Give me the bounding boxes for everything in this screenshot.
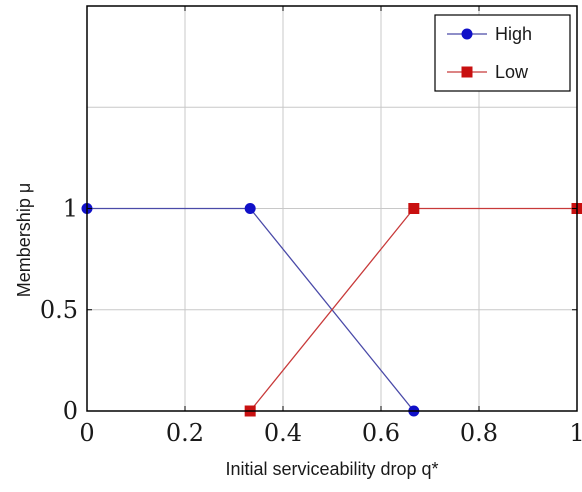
x-tick-label: 0: [79, 419, 94, 447]
legend-high-label: High: [495, 24, 532, 44]
legend: High Low: [435, 15, 570, 91]
x-tick-label: 1: [569, 419, 582, 447]
y-axis-label: Membership μ: [14, 183, 34, 297]
y-tick-label: 0.5: [40, 296, 78, 324]
x-tick-label: 0.2: [166, 419, 204, 447]
x-tick-label: 0.4: [264, 419, 302, 447]
series-high-point: [245, 203, 256, 214]
legend-low-marker: [462, 67, 473, 78]
x-tick-label: 0.6: [362, 419, 400, 447]
x-tick-label: 0.8: [460, 419, 498, 447]
legend-high-marker: [462, 29, 473, 40]
legend-low-label: Low: [495, 62, 529, 82]
y-tick-label: 0: [63, 397, 78, 425]
x-axis-label: Initial serviceability drop q*: [225, 459, 438, 479]
series-low-point: [408, 203, 419, 214]
y-tick-label: 1: [63, 195, 78, 223]
